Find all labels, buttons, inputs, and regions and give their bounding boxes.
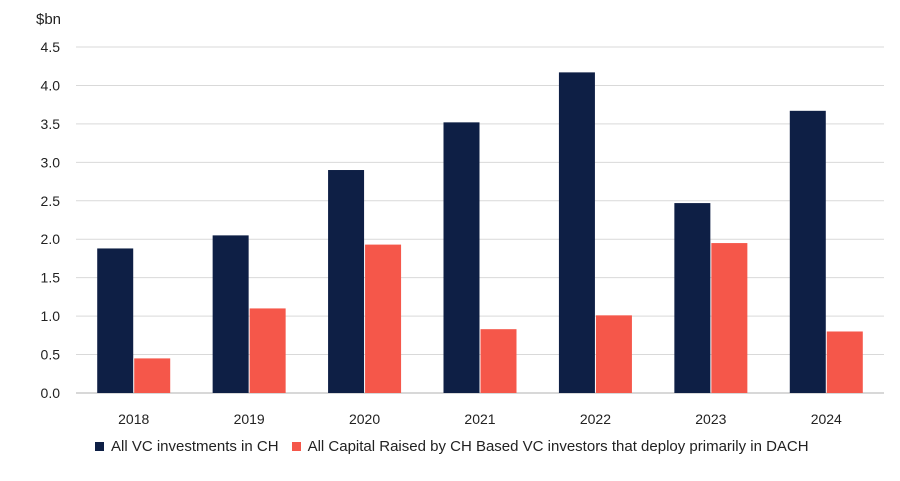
bar-capital-raised-2021 xyxy=(480,329,517,393)
y-tick-label: 1.0 xyxy=(41,308,61,324)
x-tick-label: 2018 xyxy=(118,411,149,427)
bar-vc-investments-2023 xyxy=(674,203,711,393)
bar-vc-investments-2022 xyxy=(558,72,595,393)
bar-vc-investments-2019 xyxy=(212,235,249,393)
y-tick-label: 3.5 xyxy=(41,116,61,132)
legend-item-vc-investments: All VC investments in CH xyxy=(95,438,279,455)
x-tick-label: 2023 xyxy=(695,411,726,427)
y-axis-unit-label: $bn xyxy=(36,11,62,28)
legend-item-capital-raised: All Capital Raised by CH Based VC invest… xyxy=(291,438,809,455)
x-tick-label: 2020 xyxy=(349,411,380,427)
y-tick-label: 4.0 xyxy=(41,77,61,93)
y-tick-label: 3.0 xyxy=(41,154,61,170)
bar-capital-raised-2020 xyxy=(365,244,402,393)
legend-swatch-capital-raised xyxy=(291,442,301,451)
bar-vc-investments-2024 xyxy=(789,110,826,393)
x-tick-label: 2022 xyxy=(580,411,611,427)
bar-capital-raised-2024 xyxy=(826,331,863,393)
y-tick-label: 4.5 xyxy=(41,39,61,55)
y-tick-label: 1.5 xyxy=(41,270,61,286)
legend-label-capital-raised: All Capital Raised by CH Based VC invest… xyxy=(307,438,809,455)
y-tick-label: 0.5 xyxy=(41,347,61,363)
legend-swatch-vc-investments xyxy=(95,442,104,451)
y-tick-label: 2.0 xyxy=(41,231,61,247)
bar-vc-investments-2021 xyxy=(443,122,480,394)
legend-label-vc-investments: All VC investments in CH xyxy=(111,438,279,455)
bar-vc-investments-2020 xyxy=(328,170,365,393)
bar-capital-raised-2023 xyxy=(711,243,748,393)
bar-capital-raised-2019 xyxy=(249,308,286,393)
y-tick-label: 2.5 xyxy=(41,193,61,209)
x-tick-label: 2019 xyxy=(234,411,265,427)
y-tick-label: 0.0 xyxy=(41,385,61,401)
bar-vc-investments-2018 xyxy=(97,248,134,393)
x-tick-label: 2024 xyxy=(811,411,842,427)
bar-capital-raised-2018 xyxy=(134,358,171,393)
legend: All VC investments in CH All Capital Rai… xyxy=(95,438,822,455)
x-tick-label: 2021 xyxy=(464,411,495,427)
bar-capital-raised-2022 xyxy=(595,315,632,393)
